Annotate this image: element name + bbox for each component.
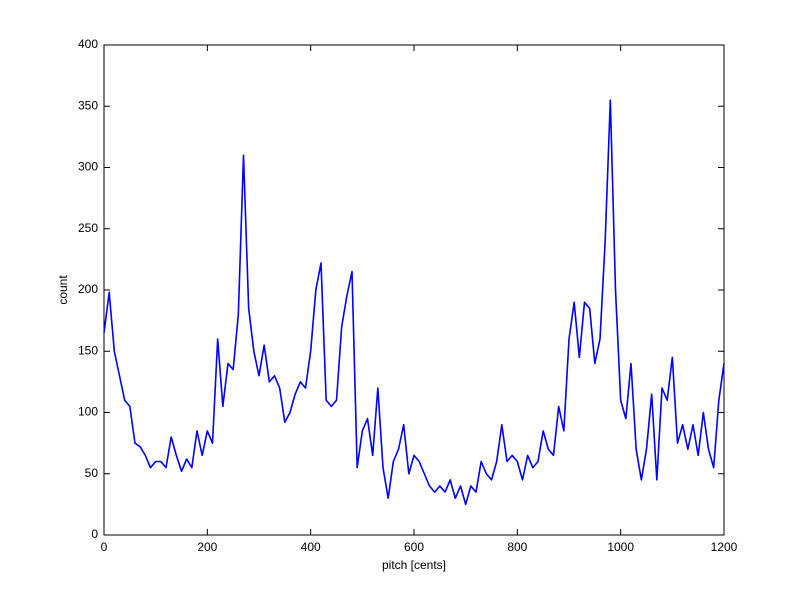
- x-tick-label: 0: [101, 540, 108, 554]
- y-axis-label: count: [56, 275, 70, 305]
- plot-frame: [103, 44, 725, 536]
- x-tick-label: 600: [404, 540, 424, 554]
- x-tick-label: 1200: [711, 540, 738, 554]
- y-tick-label: 350: [78, 98, 98, 112]
- x-axis-label: pitch [cents]: [382, 558, 446, 572]
- y-tick-label: 250: [78, 221, 98, 235]
- y-tick-label: 0: [91, 527, 98, 541]
- x-tick-label: 400: [301, 540, 321, 554]
- x-tick-label: 800: [507, 540, 527, 554]
- y-tick-label: 400: [78, 37, 98, 51]
- x-tick-label: 200: [197, 540, 217, 554]
- y-tick-label: 100: [78, 405, 98, 419]
- y-tick-label: 50: [85, 466, 99, 480]
- data-line: [103, 99, 725, 506]
- y-tick-label: 300: [78, 160, 98, 174]
- y-tick-label: 150: [78, 343, 98, 357]
- x-tick-label: 1000: [607, 540, 634, 554]
- y-tick-label: 200: [78, 282, 98, 296]
